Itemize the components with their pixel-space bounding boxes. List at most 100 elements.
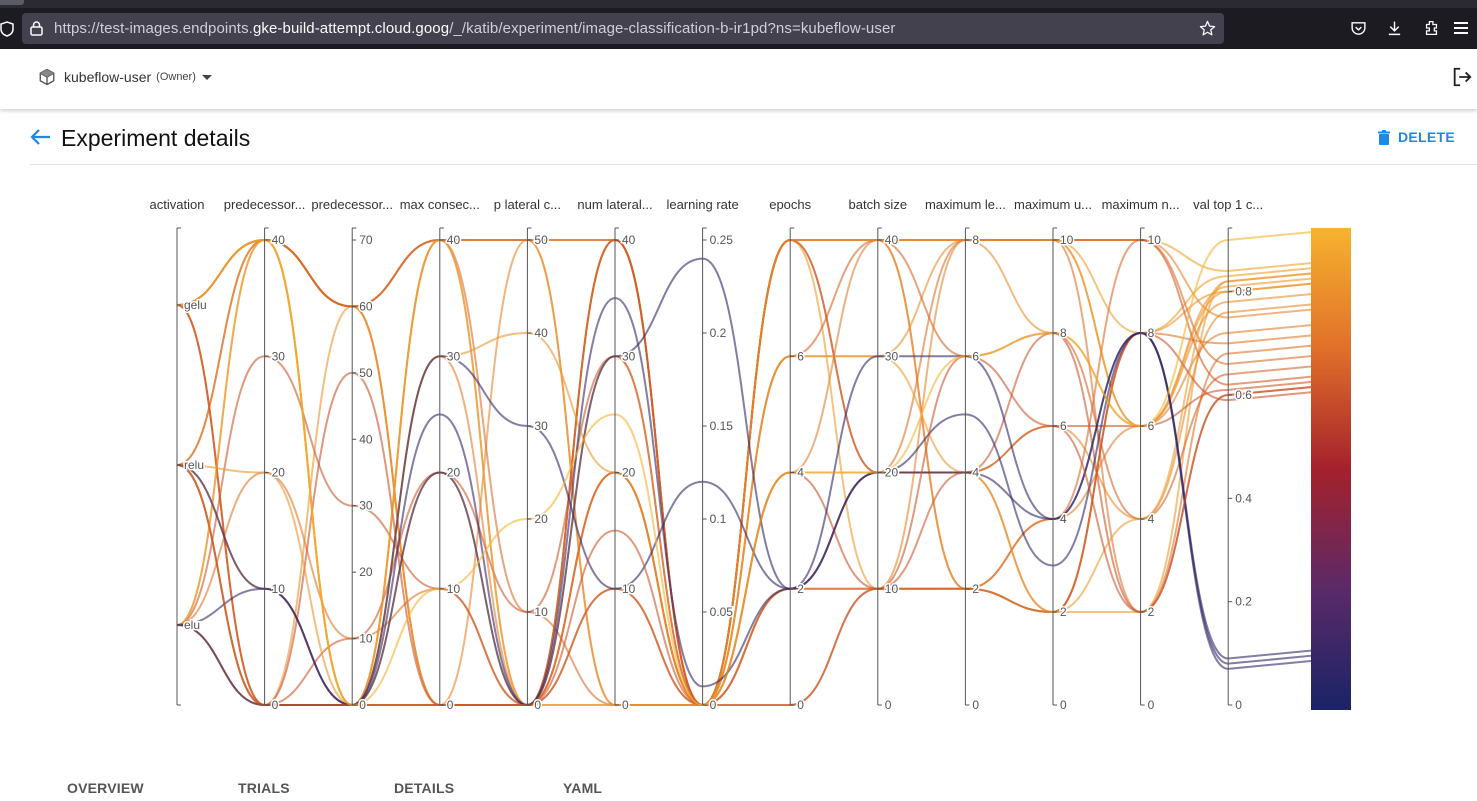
tick-label: 60 [359, 299, 373, 313]
trial-line[interactable] [176, 239, 1313, 707]
trial-line[interactable] [176, 238, 1313, 707]
trial-line[interactable] [176, 238, 1313, 707]
tick-label: 10 [1148, 233, 1162, 247]
tick-label: 50 [359, 366, 373, 380]
tick-label: 0 [885, 698, 892, 712]
namespace-selector[interactable]: kubeflow-user (Owner) [38, 68, 212, 86]
tick-label: 40 [534, 326, 548, 340]
tick-label: 0.2 [710, 326, 727, 340]
tick-label: 6 [1148, 419, 1155, 433]
tick-label: 0 [447, 698, 454, 712]
shield-icon[interactable] [0, 21, 14, 37]
axis-title[interactable]: predecessor... [223, 197, 306, 212]
tick-label: 6 [972, 349, 979, 363]
axis-title[interactable]: batch size [848, 197, 908, 212]
tab-details[interactable]: DETAILS [394, 780, 455, 796]
page-title: Experiment details [61, 125, 251, 151]
trial-line[interactable] [176, 238, 1313, 707]
tick-label: 40 [447, 233, 461, 247]
tab-yaml[interactable]: YAML [563, 780, 603, 796]
axis-title[interactable]: max consec... [399, 197, 480, 212]
trial-line[interactable] [176, 238, 1313, 707]
namespace-role: (Owner) [156, 71, 196, 83]
tab-strip [0, 0, 1477, 8]
axis-title[interactable]: maximum le... [924, 197, 1006, 212]
axis-title[interactable]: activation [149, 197, 205, 212]
pocket-icon[interactable] [1350, 20, 1367, 37]
lock-icon[interactable] [30, 21, 43, 36]
axis-title[interactable]: p lateral c... [493, 197, 561, 212]
cube-icon [39, 68, 55, 86]
trial-line[interactable] [176, 238, 1313, 707]
axis-title[interactable]: learning rate [666, 197, 739, 212]
page-header: Experiment details DELETE [30, 109, 1477, 165]
trial-line[interactable] [176, 238, 1313, 707]
trial-line[interactable] [176, 231, 1313, 707]
tick-label: 0 [272, 698, 279, 712]
tick-label: 6 [1060, 419, 1067, 433]
namespace-name: kubeflow-user [64, 69, 152, 85]
axis-title[interactable]: maximum n... [1101, 197, 1180, 212]
tick-label: 10 [1060, 233, 1074, 247]
trial-line[interactable] [176, 238, 1313, 707]
download-icon[interactable] [1386, 19, 1403, 37]
tick-label: 40 [885, 233, 899, 247]
trial-line[interactable] [176, 257, 1313, 707]
tick-label: 2 [972, 582, 979, 596]
bookmark-star-icon[interactable] [1199, 20, 1216, 37]
trial-line[interactable] [176, 297, 1313, 707]
delete-label: DELETE [1397, 129, 1455, 145]
tick-label: 0.2 [1235, 595, 1252, 609]
trial-line[interactable] [176, 238, 1313, 707]
logout-icon[interactable] [1451, 66, 1473, 88]
tick-label: 20 [885, 466, 899, 480]
url-path: /_/katib/experiment/image-classification… [449, 20, 896, 37]
axis-title[interactable]: epochs [769, 197, 812, 212]
back-arrow-icon[interactable] [30, 128, 52, 146]
browser-tab[interactable] [0, 0, 24, 5]
trash-icon [1377, 129, 1390, 145]
trial-line[interactable] [176, 238, 1313, 707]
tick-label: 2 [1148, 605, 1155, 619]
tick-label: 40 [272, 233, 286, 247]
tick-label: 8 [972, 233, 979, 247]
tick-label: 10 [447, 582, 461, 596]
tick-label: 40 [622, 233, 636, 247]
trial-line[interactable] [176, 238, 1313, 707]
trial-line[interactable] [176, 238, 1313, 707]
tick-label: 0 [1148, 698, 1155, 712]
app-header: kubeflow-user (Owner) [0, 49, 1477, 109]
trial-line[interactable] [176, 355, 1313, 707]
axis-title[interactable]: num lateral... [577, 197, 653, 212]
menu-icon[interactable] [1453, 21, 1469, 35]
tick-label: 0.8 [1235, 285, 1252, 299]
tick-label: 30 [534, 419, 548, 433]
tick-label: 0.4 [1235, 491, 1252, 505]
tab-overview[interactable]: OVERVIEW [67, 780, 144, 796]
url-bar[interactable]: https://test-images.endpoints.gke-build-… [22, 13, 1224, 44]
delete-button[interactable]: DELETE [1377, 129, 1455, 145]
tick-label: 10 [272, 582, 286, 596]
colorscale-bar [1311, 228, 1351, 710]
tab-trials[interactable]: TRIALS [238, 780, 290, 796]
trial-line[interactable] [176, 304, 1313, 707]
axis-title[interactable]: val top 1 c... [1193, 197, 1264, 212]
trial-line[interactable] [176, 239, 1313, 707]
tick-label: 10 [534, 605, 548, 619]
tick-label: 6 [797, 349, 804, 363]
axis-title[interactable]: maximum u... [1013, 197, 1093, 212]
axis-title[interactable]: predecessor... [311, 197, 394, 212]
tick-label: 0 [534, 698, 541, 712]
trial-line[interactable] [176, 238, 1313, 707]
tick-label: 0 [797, 698, 804, 712]
trial-line[interactable] [176, 238, 1313, 707]
tick-label: 4 [1060, 512, 1067, 526]
tick-label: 20 [359, 565, 373, 579]
browser-toolbar: https://test-images.endpoints.gke-build-… [0, 0, 1477, 49]
tick-label: 2 [797, 582, 804, 596]
tick-label: 0.6 [1235, 388, 1252, 402]
tick-label: 8 [1060, 326, 1067, 340]
url-text[interactable]: https://test-images.endpoints.gke-build-… [54, 20, 896, 37]
extensions-icon[interactable] [1423, 19, 1440, 37]
tick-label: 0 [622, 698, 629, 712]
